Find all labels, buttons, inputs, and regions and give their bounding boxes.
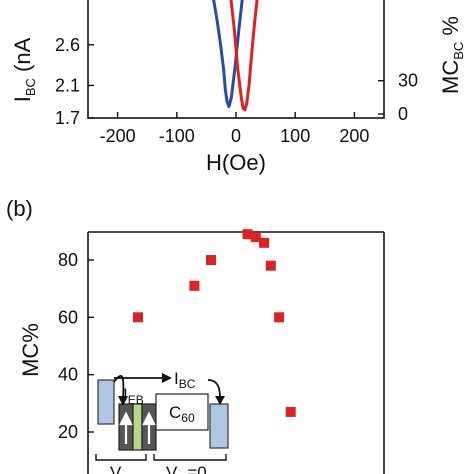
panel-a-x-tick-label: 0 [231, 126, 241, 146]
ibc-label: IBC [174, 369, 196, 391]
ibc-output-arrowhead-icon [215, 396, 225, 405]
vbc-bracket [153, 454, 227, 461]
panel-a-y-axis-label-main: I [10, 96, 35, 102]
panel-a-x-ticks: -200 -100 0 100 200 [100, 112, 369, 146]
panel-b-data-point [250, 232, 261, 243]
panel-b-label: (b) [6, 196, 33, 221]
spin-up-arrow-right-icon [142, 411, 156, 444]
ibc-arrowhead-icon [162, 373, 172, 383]
panel-b-data-point [206, 255, 216, 265]
panel-a-series-sweep_up [229, 0, 259, 112]
panel-b-y-ticks: 20 40 60 80 [58, 250, 94, 442]
ibc-output-arrow-icon [207, 379, 221, 399]
panel-b-y-axis-label: MC% [18, 323, 43, 377]
panel-b-y-tick-label: 80 [58, 250, 78, 270]
v-right-label-main: V [166, 463, 178, 474]
ieb-label-sub: EB [128, 393, 144, 407]
panel-a-y2-axis-label: MCBC % [438, 16, 466, 94]
v-right-label-value: =0 [187, 463, 206, 474]
panel-b-y-tick-label: 60 [58, 307, 78, 327]
panel-a-y2-axis-label-main: MC [438, 60, 463, 94]
panel-a-y-tick-label: 2.1 [55, 75, 80, 95]
ieb-label: IEB [123, 385, 144, 407]
panel-a-y2-ticks: 0 30 [378, 71, 418, 124]
ieb-label-main: I [123, 385, 128, 404]
v-left-label: V [110, 463, 122, 474]
panel-a-y-axis-label-sub: BC [23, 78, 38, 96]
ibc-label-main: I [174, 369, 179, 388]
panel-a: -200 -100 0 100 200 1.7 2.1 2.6 0 30 H(Oe) IBC … [10, 0, 466, 175]
panel-b-y-tick-label: 20 [58, 422, 78, 442]
panel-a-y-ticks: 1.7 2.1 2.6 [55, 35, 94, 128]
panel-a-y2-axis-label-sub: BC [451, 42, 466, 60]
panel-b-y-tick-label: 40 [58, 365, 78, 385]
panel-a-x-axis-label: H(Oe) [206, 150, 266, 175]
c60-label-sub: 60 [181, 411, 195, 425]
green-spacer-layer [132, 403, 143, 451]
panel-a-x-tick-label: -200 [100, 126, 136, 146]
panel-b-data-point [265, 260, 276, 271]
c60-label: C60 [169, 403, 195, 425]
ibc-label-sub: BC [179, 377, 196, 391]
right-electrode [209, 403, 229, 449]
device-schematic-inset: IEB IBC C60 V V =0 [95, 369, 229, 474]
panel-a-curves [212, 0, 259, 112]
panel-b-data-point [274, 312, 285, 323]
panel-a-y-axis-label: IBC (nA [10, 37, 38, 102]
c60-layer [155, 393, 209, 431]
panel-a-y-tick-label: 1.7 [55, 108, 80, 128]
panel-a-y-tick-label: 2.6 [55, 35, 80, 55]
panel-a-x-tick-label: 100 [280, 126, 310, 146]
panel-a-x-tick-label: 200 [339, 126, 369, 146]
ieb-arrowhead-icon [118, 396, 128, 406]
panel-b-data-point [133, 312, 143, 323]
panel-a-x-tick-label: -100 [159, 126, 195, 146]
ieb-current-arrow-icon [113, 375, 125, 399]
spin-up-arrow-left-icon [119, 411, 133, 444]
panel-b-points [133, 229, 296, 417]
panel-b-data-point [285, 406, 296, 417]
v-right-label: V =0 [166, 463, 207, 474]
veb-bracket [95, 454, 147, 461]
panel-a-y2-tick-label: 0 [398, 104, 408, 124]
panel-a-series-sweep_down [212, 0, 244, 109]
panel-b-data-point [259, 237, 270, 248]
left-electrode [97, 379, 115, 425]
panel-a-y2-tick-label: 30 [398, 71, 418, 91]
c60-label-main: C [169, 403, 181, 422]
panel-a-y-axis-label-unit: (nA [10, 37, 35, 78]
panel-b-data-point [189, 280, 200, 291]
panel-a-y2-axis-label-unit: % [438, 16, 463, 42]
panel-b-data-point [242, 229, 253, 240]
